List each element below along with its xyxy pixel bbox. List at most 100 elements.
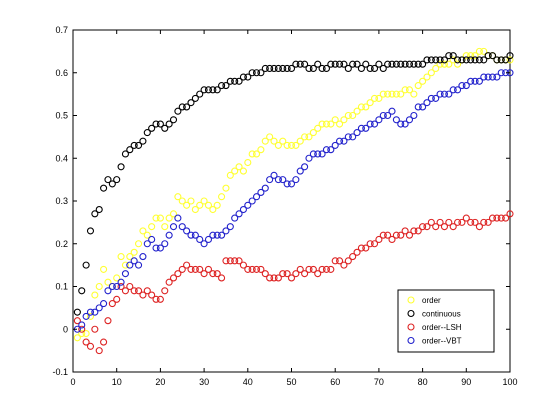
data-point: [314, 150, 322, 158]
data-point: [209, 206, 217, 214]
data-point: [95, 206, 103, 214]
data-point: [432, 56, 440, 64]
data-point: [301, 163, 309, 171]
data-point: [135, 261, 143, 269]
data-point: [322, 146, 331, 154]
data-point: [187, 197, 195, 205]
data-point: [252, 265, 261, 273]
data-point: [143, 129, 151, 137]
data-point: [82, 338, 90, 346]
data-point: [432, 94, 440, 102]
series-order-vbt: [73, 69, 514, 333]
data-point: [440, 60, 449, 68]
data-point: [384, 60, 392, 68]
y-tick-label: 0.6: [55, 68, 68, 78]
data-point: [226, 171, 234, 179]
data-point: [340, 261, 348, 269]
data-point: [309, 129, 317, 137]
data-point: [91, 308, 99, 316]
data-point: [252, 193, 261, 201]
data-point: [274, 274, 282, 282]
data-point: [331, 257, 339, 265]
data-point: [222, 184, 230, 192]
data-point: [440, 56, 449, 64]
data-point: [200, 197, 208, 205]
data-point: [392, 90, 400, 98]
data-point: [296, 137, 304, 145]
legend-marker: [407, 309, 415, 318]
data-point: [370, 120, 379, 128]
y-tick-label: 0.5: [55, 111, 68, 121]
data-point: [314, 270, 322, 278]
data-point: [218, 231, 226, 239]
data-point: [104, 317, 112, 325]
data-point: [331, 116, 339, 124]
data-point: [178, 197, 186, 205]
series-continuous: [73, 52, 514, 316]
data-point: [161, 240, 169, 248]
data-point: [73, 317, 81, 325]
data-point: [235, 210, 243, 218]
data-point: [340, 60, 348, 68]
data-point: [218, 274, 226, 282]
data-point: [104, 278, 112, 286]
data-point: [419, 60, 427, 68]
data-point: [305, 154, 313, 162]
data-point: [139, 137, 147, 145]
data-point: [161, 124, 169, 132]
data-point: [95, 304, 103, 312]
data-point: [471, 77, 479, 85]
data-point: [100, 265, 108, 273]
data-point: [480, 73, 488, 81]
data-point: [397, 120, 405, 128]
data-point: [213, 201, 221, 209]
data-point: [187, 99, 195, 107]
data-point: [454, 86, 462, 94]
data-point: [213, 231, 221, 239]
data-point: [279, 64, 287, 73]
data-point: [235, 257, 243, 265]
data-point: [270, 64, 278, 73]
data-point: [143, 287, 151, 295]
legend-item: order--VBT: [407, 337, 462, 346]
data-point: [397, 60, 405, 68]
data-point: [248, 265, 256, 273]
data-point: [91, 291, 99, 299]
y-axis: -0.1 0 0.1 0.2 0.3 0.4 0.5 0.6 0.7: [52, 25, 510, 377]
data-point: [235, 77, 243, 85]
data-point: [73, 334, 81, 342]
data-point: [375, 60, 383, 68]
data-point: [458, 218, 466, 226]
data-point: [187, 265, 195, 273]
y-tick-label: 0.1: [55, 282, 68, 292]
data-point: [336, 137, 344, 145]
data-point: [279, 270, 287, 278]
data-point: [493, 73, 501, 81]
data-point: [401, 60, 409, 68]
data-point: [139, 291, 147, 299]
data-point: [336, 257, 344, 265]
data-point: [287, 274, 296, 282]
data-point: [423, 223, 431, 231]
data-point: [322, 120, 331, 128]
y-tick-label: -0.1: [52, 367, 68, 377]
data-point: [104, 287, 112, 295]
x-tick-label: 80: [418, 377, 428, 387]
data-point: [91, 210, 99, 218]
data-point: [204, 265, 213, 273]
data-point: [296, 265, 304, 273]
data-point: [279, 137, 287, 145]
data-point: [161, 287, 169, 295]
data-point: [152, 214, 160, 222]
data-point: [427, 56, 435, 64]
data-point: [86, 342, 95, 350]
data-point: [191, 94, 199, 102]
data-point: [375, 94, 383, 102]
data-point: [261, 270, 269, 278]
data-point: [462, 52, 470, 60]
data-point: [121, 261, 129, 269]
data-point: [226, 223, 234, 231]
data-point: [78, 321, 86, 329]
data-point: [196, 265, 204, 273]
y-tick-label: 0.7: [55, 25, 68, 35]
